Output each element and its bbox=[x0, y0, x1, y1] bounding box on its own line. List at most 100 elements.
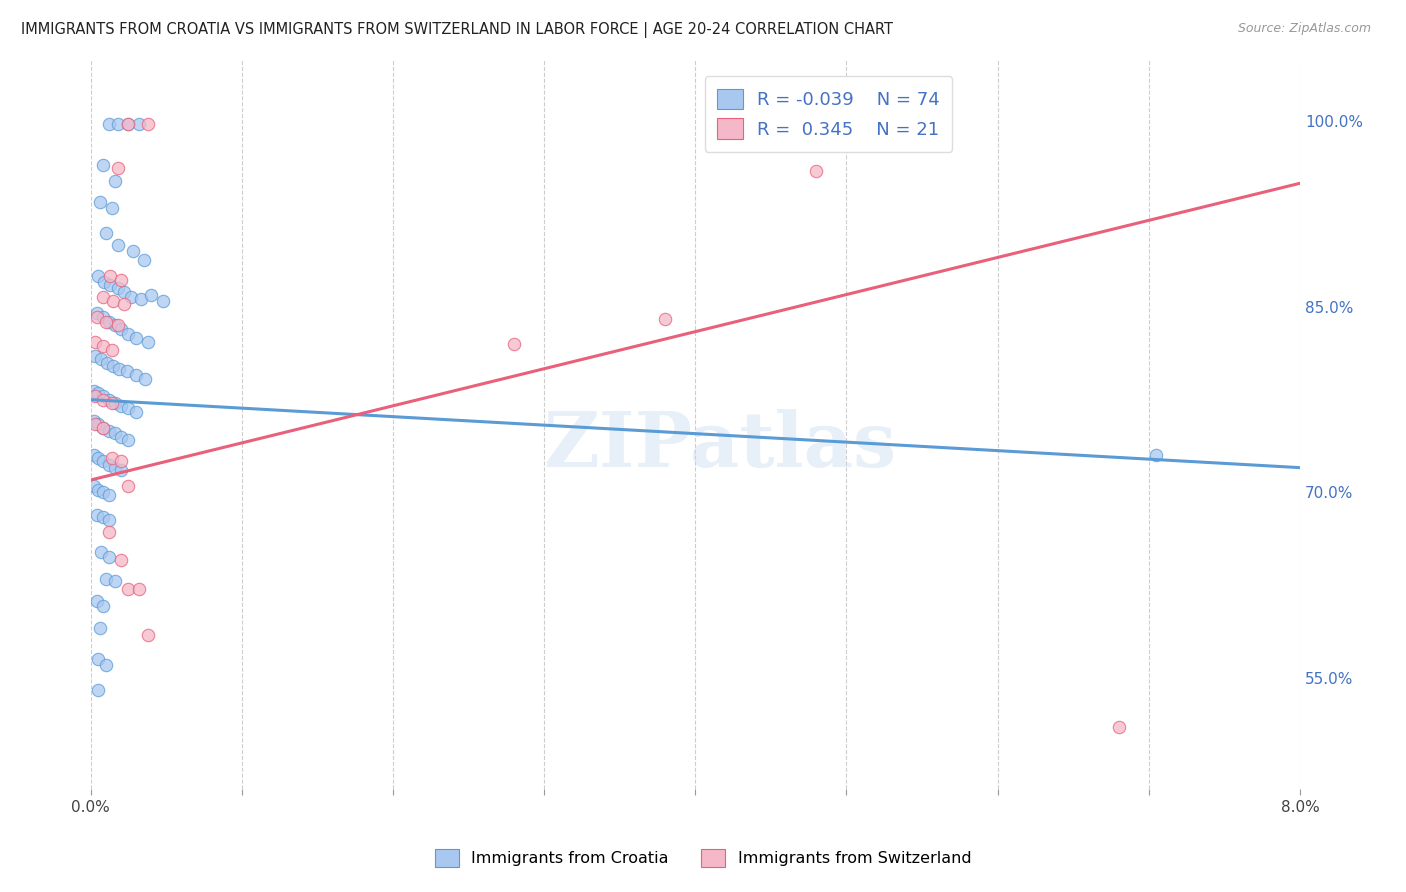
Point bbox=[110, 273, 132, 287]
Point bbox=[98, 268, 121, 283]
Point bbox=[87, 683, 110, 698]
Point bbox=[91, 599, 114, 614]
Point bbox=[83, 414, 105, 428]
Point bbox=[152, 293, 174, 308]
Point bbox=[128, 582, 150, 596]
Point bbox=[117, 434, 139, 448]
Point bbox=[806, 164, 828, 178]
Point bbox=[94, 226, 117, 240]
Point bbox=[94, 572, 117, 586]
Point bbox=[97, 392, 120, 407]
Point bbox=[91, 290, 114, 304]
Point bbox=[90, 351, 112, 366]
Text: IMMIGRANTS FROM CROATIA VS IMMIGRANTS FROM SWITZERLAND IN LABOR FORCE | AGE 20-2: IMMIGRANTS FROM CROATIA VS IMMIGRANTS FR… bbox=[21, 22, 893, 38]
Point bbox=[136, 334, 159, 349]
Point bbox=[117, 479, 139, 493]
Point bbox=[110, 399, 132, 413]
Point bbox=[96, 355, 118, 369]
Point bbox=[90, 545, 112, 559]
Point bbox=[91, 510, 114, 524]
Point bbox=[103, 359, 125, 374]
Point bbox=[117, 117, 139, 131]
Point bbox=[107, 238, 129, 252]
Point bbox=[115, 364, 138, 378]
Point bbox=[104, 318, 127, 333]
Point bbox=[110, 454, 132, 468]
Point bbox=[107, 281, 129, 295]
Point bbox=[97, 458, 120, 472]
Point bbox=[86, 594, 108, 608]
Point bbox=[91, 454, 114, 468]
Point bbox=[91, 389, 114, 403]
Point bbox=[132, 252, 155, 267]
Point bbox=[86, 508, 108, 522]
Point bbox=[104, 174, 127, 188]
Point bbox=[136, 117, 159, 131]
Point bbox=[87, 450, 110, 465]
Point bbox=[104, 460, 127, 475]
Point bbox=[103, 293, 125, 308]
Point bbox=[91, 310, 114, 324]
Point bbox=[125, 405, 148, 419]
Point bbox=[89, 621, 111, 635]
Point bbox=[84, 334, 107, 349]
Point bbox=[110, 322, 132, 336]
Point bbox=[110, 430, 132, 444]
Point bbox=[83, 384, 105, 398]
Point bbox=[129, 293, 152, 307]
Point bbox=[87, 268, 110, 283]
Point bbox=[101, 396, 124, 410]
Point bbox=[107, 161, 129, 176]
Point bbox=[117, 582, 139, 596]
Point bbox=[122, 244, 145, 259]
Point bbox=[87, 652, 110, 666]
Point bbox=[110, 463, 132, 477]
Point bbox=[94, 658, 117, 673]
Point bbox=[87, 386, 110, 401]
Point bbox=[139, 287, 162, 301]
Point bbox=[1144, 448, 1167, 462]
Point bbox=[84, 350, 107, 364]
Point bbox=[91, 339, 114, 353]
Point bbox=[117, 117, 139, 131]
Point bbox=[89, 194, 111, 209]
Point bbox=[84, 389, 107, 403]
Point bbox=[94, 315, 117, 329]
Point bbox=[117, 401, 139, 416]
Point bbox=[120, 290, 142, 304]
Point bbox=[1108, 720, 1130, 734]
Point bbox=[110, 553, 132, 567]
Point bbox=[503, 337, 526, 351]
Point bbox=[97, 488, 120, 502]
Point bbox=[93, 275, 115, 289]
Point bbox=[97, 117, 120, 131]
Point bbox=[136, 627, 159, 641]
Point bbox=[107, 318, 129, 333]
Point bbox=[86, 310, 108, 324]
Point bbox=[83, 479, 105, 493]
Point bbox=[125, 331, 148, 345]
Text: ZIPatlas: ZIPatlas bbox=[543, 409, 896, 483]
Text: Source: ZipAtlas.com: Source: ZipAtlas.com bbox=[1237, 22, 1371, 36]
Point bbox=[97, 315, 120, 329]
Point bbox=[107, 117, 129, 131]
Point bbox=[101, 450, 124, 465]
Point bbox=[112, 297, 135, 311]
Point bbox=[101, 343, 124, 358]
Point bbox=[654, 312, 676, 326]
Point bbox=[125, 368, 148, 382]
Point bbox=[97, 524, 120, 539]
Point bbox=[117, 327, 139, 342]
Point bbox=[104, 425, 127, 440]
Point bbox=[97, 512, 120, 526]
Point bbox=[84, 417, 107, 432]
Point bbox=[98, 277, 121, 292]
Point bbox=[87, 417, 110, 432]
Point bbox=[97, 424, 120, 438]
Point bbox=[134, 371, 156, 385]
Point bbox=[108, 361, 131, 376]
Point bbox=[91, 421, 114, 435]
Legend: R = -0.039    N = 74, R =  0.345    N = 21: R = -0.039 N = 74, R = 0.345 N = 21 bbox=[704, 76, 952, 152]
Point bbox=[83, 448, 105, 462]
Point bbox=[91, 485, 114, 500]
